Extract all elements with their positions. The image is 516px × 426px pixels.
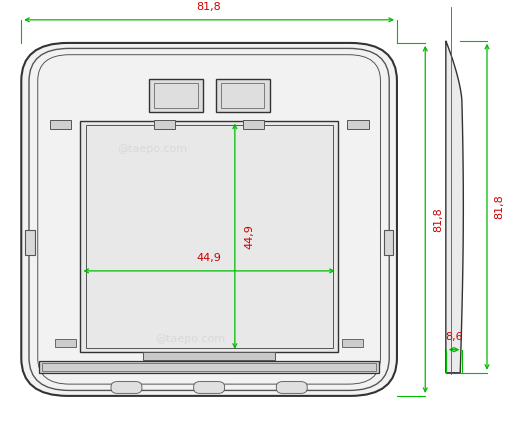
Bar [39, 361, 379, 373]
Bar [86, 125, 333, 348]
FancyBboxPatch shape [21, 43, 397, 396]
Bar [42, 363, 376, 371]
Bar [149, 79, 203, 112]
Bar [221, 83, 264, 108]
Bar [216, 79, 269, 112]
Text: 81,8: 81,8 [197, 2, 221, 12]
Text: 44,9: 44,9 [244, 224, 254, 249]
Text: 81,8: 81,8 [433, 207, 443, 232]
Text: 81,8: 81,8 [494, 194, 504, 219]
Bar [50, 120, 71, 129]
Bar [154, 83, 198, 108]
Text: @taepo.com: @taepo.com [118, 144, 188, 154]
Bar [25, 230, 35, 255]
FancyBboxPatch shape [194, 382, 224, 393]
FancyBboxPatch shape [277, 382, 307, 393]
FancyBboxPatch shape [111, 382, 142, 393]
Bar [143, 352, 275, 360]
Bar [154, 120, 175, 129]
Polygon shape [446, 41, 463, 373]
Text: 8,6: 8,6 [445, 332, 463, 342]
Bar [347, 120, 368, 129]
Bar [55, 339, 76, 347]
Bar [342, 339, 363, 347]
Bar [383, 230, 393, 255]
Bar [80, 121, 338, 352]
Bar [243, 120, 264, 129]
Text: 44,9: 44,9 [197, 253, 221, 263]
Text: @taepo.com: @taepo.com [155, 334, 225, 344]
